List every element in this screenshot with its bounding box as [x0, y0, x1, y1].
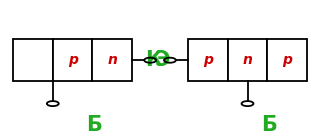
- Bar: [267, 39, 307, 81]
- Bar: [228, 39, 267, 81]
- Text: n: n: [243, 53, 252, 67]
- Bar: [92, 39, 132, 81]
- Text: n: n: [107, 53, 117, 67]
- Bar: [53, 39, 92, 81]
- Text: p: p: [282, 53, 292, 67]
- Text: p: p: [203, 53, 213, 67]
- Text: Э: Э: [155, 50, 171, 70]
- Text: К: К: [145, 50, 162, 70]
- Text: Б: Б: [261, 115, 277, 135]
- Text: Б: Б: [86, 115, 102, 135]
- Text: p: p: [68, 53, 78, 67]
- Bar: [13, 39, 53, 81]
- Bar: [188, 39, 228, 81]
